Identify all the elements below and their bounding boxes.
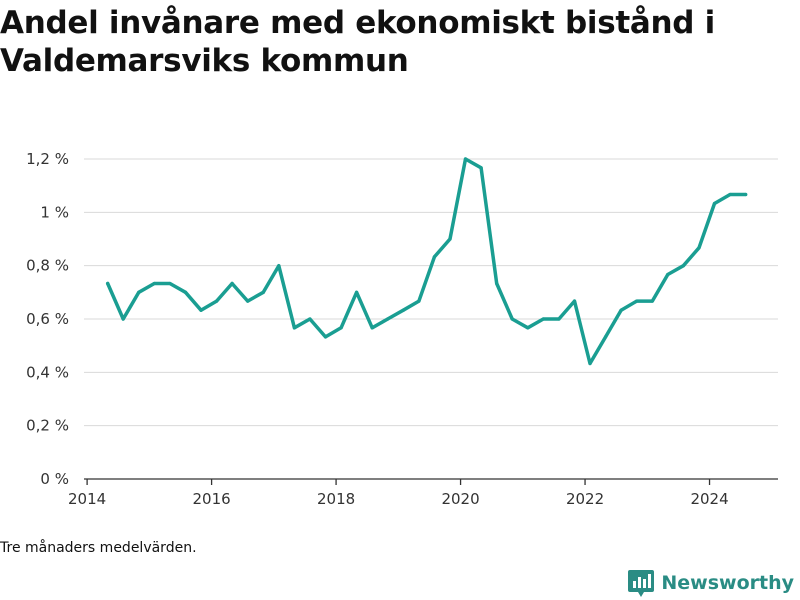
brand-name: Newsworthy (661, 572, 794, 594)
x-tick-label: 2014 (68, 490, 106, 508)
data-point (432, 255, 437, 259)
y-tick-label: 0 % (40, 470, 69, 488)
data-point (230, 281, 234, 286)
data-point (339, 326, 343, 330)
x-tick-label: 2022 (566, 490, 604, 508)
data-point (650, 299, 654, 303)
data-point (728, 192, 732, 197)
data-point (261, 290, 265, 294)
x-axis: 2014 2016 2018 2020 2022 2024 (68, 478, 778, 508)
data-point (106, 281, 110, 286)
data-point (137, 290, 141, 294)
data-point (526, 326, 530, 330)
data-point (355, 290, 359, 294)
x-tick-label: 2016 (193, 490, 231, 508)
x-tick-label: 2018 (317, 490, 355, 508)
data-point (292, 326, 296, 330)
series-line (105, 157, 748, 366)
data-point (572, 299, 577, 303)
data-point (277, 264, 281, 268)
bar-chart-pin-icon (628, 570, 655, 597)
data-point (681, 264, 685, 268)
data-point (448, 237, 452, 241)
data-point (744, 192, 748, 197)
x-tick-label: 2024 (690, 490, 728, 508)
data-point (199, 308, 203, 312)
data-point (603, 335, 608, 339)
footnote: Tre månaders medelvärden. (0, 540, 197, 556)
data-point (619, 308, 623, 312)
chart-title: Andel invånare med ekonomiskt bistånd i … (0, 5, 715, 79)
y-tick-label: 0,4 % (26, 363, 69, 381)
y-axis-tick-labels: 0 % 0,2 % 0,4 % 0,6 % 0,8 % 1 % 1,2 % (26, 150, 69, 488)
data-point (386, 317, 390, 321)
data-point (541, 317, 545, 321)
data-point (666, 272, 670, 277)
data-point (510, 317, 514, 321)
gridlines (84, 158, 778, 427)
x-tick-label: 2020 (441, 490, 479, 508)
y-tick-label: 1,2 % (26, 150, 69, 168)
data-point (168, 281, 172, 286)
y-tick-label: 0,2 % (26, 417, 69, 435)
series-layer (105, 157, 748, 366)
data-point (214, 299, 219, 303)
y-tick-label: 0,6 % (26, 310, 69, 328)
brand-logo: Newsworthy (627, 568, 794, 598)
y-tick-label: 0,8 % (26, 257, 69, 275)
data-point (121, 317, 125, 321)
data-point (370, 326, 374, 330)
data-point (417, 299, 421, 303)
y-tick-label: 1 % (40, 203, 69, 221)
data-point (635, 299, 639, 303)
data-point (152, 281, 156, 286)
data-point (588, 361, 592, 366)
data-point (712, 201, 717, 206)
data-point (183, 290, 188, 294)
data-point (246, 299, 250, 303)
data-point (479, 166, 483, 170)
data-point (697, 246, 701, 250)
data-point (308, 317, 312, 321)
data-point (323, 335, 328, 339)
data-point (401, 308, 405, 312)
data-point (463, 157, 468, 161)
data-point (495, 281, 499, 286)
data-point (557, 317, 561, 321)
